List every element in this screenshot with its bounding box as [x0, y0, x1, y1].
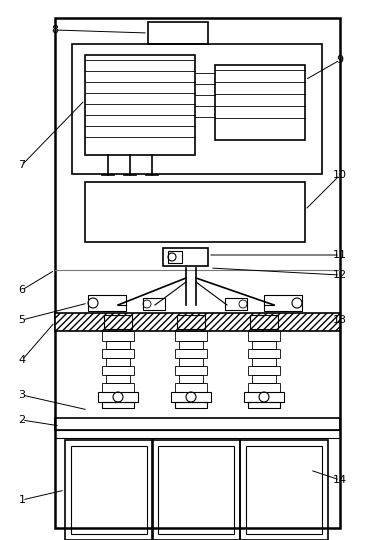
Bar [102, 366, 134, 375]
Text: 6: 6 [18, 285, 26, 295]
Bar [175, 349, 207, 358]
Bar [102, 383, 134, 392]
Text: 3: 3 [18, 390, 26, 400]
Bar [148, 22, 208, 44]
Bar [143, 298, 165, 310]
Bar [88, 295, 126, 311]
Bar [158, 446, 234, 534]
Text: 10: 10 [333, 170, 347, 180]
Text: 2: 2 [18, 415, 26, 425]
Text: 9: 9 [337, 55, 343, 65]
Bar [104, 315, 132, 329]
Text: 8: 8 [52, 25, 58, 35]
Bar [98, 392, 138, 402]
Bar [179, 341, 203, 349]
Bar [175, 383, 207, 392]
Bar [225, 298, 247, 310]
Text: 11: 11 [333, 250, 347, 260]
Bar [175, 366, 207, 375]
Bar [175, 331, 207, 341]
Bar [171, 392, 211, 402]
Bar [55, 18, 340, 528]
Bar [102, 402, 134, 408]
Bar [65, 440, 153, 540]
Bar [248, 331, 280, 341]
Text: 4: 4 [18, 355, 26, 365]
Bar [72, 44, 322, 174]
Bar [106, 341, 130, 349]
Bar [248, 366, 280, 375]
Bar [252, 341, 276, 349]
Bar [55, 313, 340, 331]
Bar [106, 375, 130, 383]
Text: 5: 5 [18, 315, 26, 325]
Bar [248, 402, 280, 408]
Bar [246, 446, 322, 534]
Bar [55, 418, 340, 430]
Bar [168, 251, 182, 263]
Bar [248, 383, 280, 392]
Text: 12: 12 [333, 270, 347, 280]
Bar [252, 375, 276, 383]
Bar [85, 182, 305, 242]
Text: 14: 14 [333, 475, 347, 485]
Text: 7: 7 [18, 160, 26, 170]
Bar [163, 248, 208, 266]
Bar [175, 402, 207, 408]
Bar [215, 65, 305, 140]
Bar [252, 358, 276, 366]
Bar [244, 392, 284, 402]
Bar [85, 55, 195, 155]
Bar [106, 358, 130, 366]
Bar [248, 349, 280, 358]
Text: 13: 13 [333, 315, 347, 325]
Bar [179, 375, 203, 383]
Bar [152, 440, 240, 540]
Bar [240, 440, 328, 540]
Bar [55, 430, 340, 438]
Bar [250, 315, 278, 329]
Bar [177, 315, 205, 329]
Bar [179, 358, 203, 366]
Bar [102, 349, 134, 358]
Bar [71, 446, 147, 534]
Text: 1: 1 [18, 495, 26, 505]
Bar [102, 331, 134, 341]
Bar [264, 295, 302, 311]
